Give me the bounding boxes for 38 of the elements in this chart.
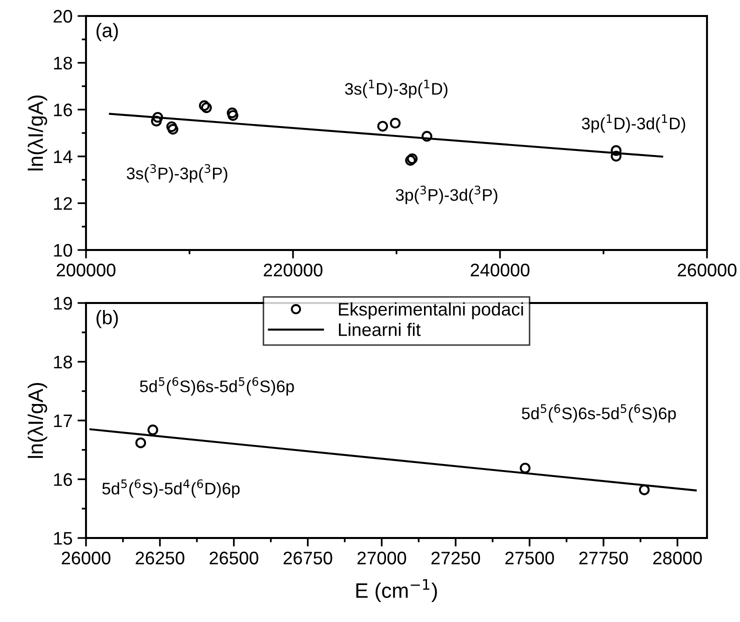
y-tick-label: 19 [54,296,72,310]
y-tick-label: 18 [54,356,72,368]
x-tick-label: 27500 [505,552,554,564]
text: 5d$^{5}$($^{6}$S)-5d$^{4}$($^{6}$D)6p [102,479,240,498]
y-tick-label: 14 [54,150,72,163]
x-tick-label: 220000 [264,264,322,276]
annotation: (a) [96,23,118,42]
text: 5d$^{5}$($^{6}$S)6s-5d$^{5}$($^{6}$S)6p [522,404,676,423]
x-tick-label: 260000 [678,264,736,276]
y-tick-label: 10 [54,244,72,257]
y-axis-title: ln(λI/gA) [28,383,48,458]
x-tick-label: 28000 [653,552,702,564]
annotation: (b) [96,310,118,328]
x-tick-label: 27250 [431,552,480,564]
annotation: 3p($^{3}$P)-3d($^{3}$P) [396,186,498,204]
annotation: 3s($^{1}$D)-3p($^{1}$D) [345,80,448,98]
y-tick-label: 17 [54,414,72,428]
y-tick-label: 16 [54,104,72,116]
x-tick-label: 26750 [284,552,332,564]
x-tick-label: 240000 [470,264,530,276]
x-axis-title: E (cm$^{−1}$) [356,579,437,602]
y-axis-title: ln(λI/gA) [28,96,48,170]
annotation: 3s($^{3}$P)-3p($^{3}$P) [126,164,228,183]
x-tick-label: 26500 [210,552,258,564]
x-tick-label: 26000 [62,552,110,564]
y-tick-label: 20 [54,10,72,23]
legend-label: Eksperimentalni podaci [338,302,523,320]
y-tick-label: 12 [54,197,72,210]
legend-label: Linearni fit [338,322,421,336]
y-tick-label: 18 [54,56,72,70]
annotation: 3p($^{1}$D)-3d($^{1}$D) [582,114,686,133]
text: 5d$^{5}$($^{6}$S)6s-5d$^{5}$($^{6}$S)6p [140,377,294,396]
x-tick-label: 27750 [579,552,628,564]
x-tick-label: 27000 [358,552,406,564]
x-tick-label: 200000 [56,264,116,276]
y-tick-label: 15 [54,532,72,545]
x-tick-label: 26250 [136,552,184,564]
y-tick-label: 16 [54,473,72,486]
